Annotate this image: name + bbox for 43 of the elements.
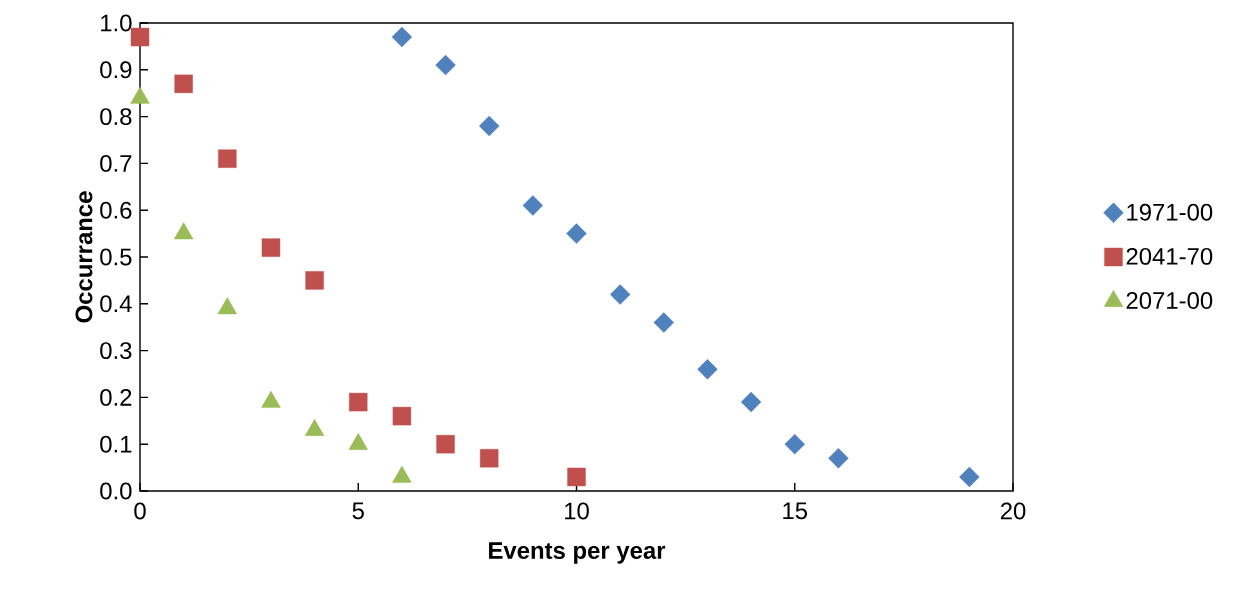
legend-label: 2071-00	[1126, 292, 1213, 310]
x-tick-label: 5	[352, 502, 364, 520]
point	[174, 74, 193, 94]
point	[522, 195, 544, 216]
y-tick-label: 0.2	[100, 388, 132, 406]
point	[567, 467, 586, 487]
point	[130, 27, 150, 47]
x-tick-label: 15	[783, 502, 808, 520]
legend-label: 1971-00	[1127, 203, 1213, 221]
y-tick-label: 0.0	[100, 482, 132, 500]
point	[349, 392, 368, 412]
legend-label: 2041-70	[1126, 247, 1213, 265]
point	[218, 149, 237, 168]
y-tick-label: 0.4	[100, 295, 132, 313]
point	[740, 391, 762, 413]
point	[480, 449, 499, 468]
point	[828, 448, 849, 469]
y-tick-label: 0.5	[100, 248, 132, 266]
x-axis-title: Events per year	[489, 542, 666, 564]
point	[784, 434, 805, 455]
y-axis-title: Occurrance	[75, 191, 93, 323]
point	[391, 26, 413, 48]
y-tick-label: 0.9	[100, 61, 132, 79]
y-tick-label: 0.8	[100, 108, 132, 126]
point	[436, 435, 455, 454]
y-tick-label: 0.6	[100, 201, 132, 219]
y-tick-label: 0.1	[100, 435, 132, 453]
y-tick-label: 0.3	[100, 342, 132, 360]
point	[566, 223, 587, 244]
x-tick-label: 10	[565, 502, 589, 520]
point	[305, 271, 324, 290]
point	[609, 284, 631, 305]
point	[653, 312, 674, 333]
point	[959, 466, 980, 488]
x-tick-label: 20	[1000, 502, 1026, 520]
x-tick-label: 0	[134, 502, 146, 520]
point	[392, 406, 412, 426]
point	[261, 238, 281, 257]
y-tick-label: 0.7	[100, 154, 132, 172]
point	[435, 54, 456, 76]
y-tick-label: 1.0	[101, 14, 132, 32]
point	[697, 359, 718, 380]
point	[479, 115, 500, 137]
